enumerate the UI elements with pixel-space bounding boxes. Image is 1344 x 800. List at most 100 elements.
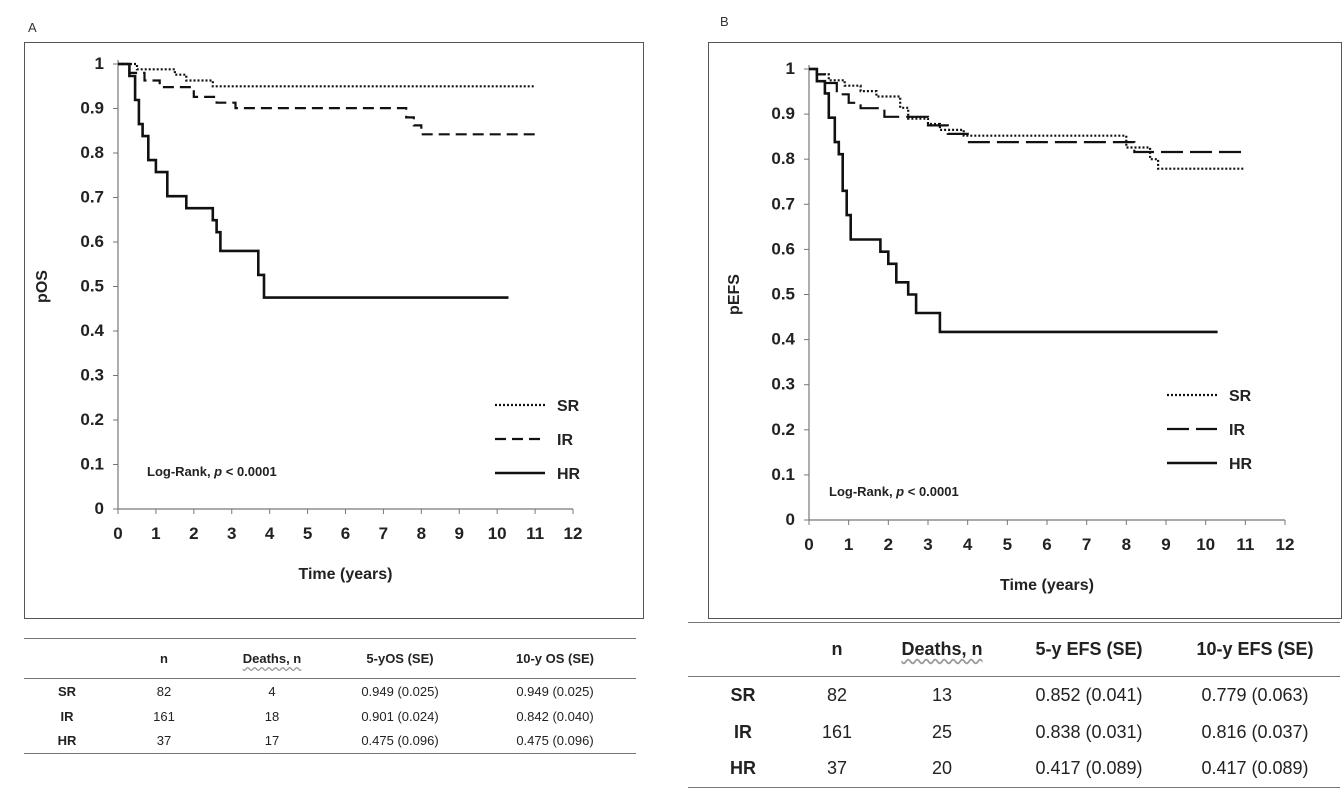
panel-a-summary-table: n Deaths, n 5-yOS (SE) 10-y OS (SE) SR 82… xyxy=(24,638,636,754)
table-b-cell: 20 xyxy=(931,758,953,779)
table-a-row-sr: SR 82 4 0.949 (0.025) 0.949 (0.025) xyxy=(24,679,636,704)
x-tick-label: 2 xyxy=(189,524,198,543)
x-axis-label: Time (years) xyxy=(1000,577,1094,594)
y-tick-label: 0.4 xyxy=(80,321,104,340)
y-tick-label: 1 xyxy=(95,54,104,73)
table-b-header-deaths: Deaths, n xyxy=(876,623,1008,677)
log-rank-annotation-part: < 0.0001 xyxy=(222,464,277,479)
y-tick-label: 0.4 xyxy=(771,330,795,349)
x-tick-label: 3 xyxy=(227,524,236,543)
log-rank-annotation-part: Log-Rank, xyxy=(829,484,896,499)
x-tick-label: 8 xyxy=(1122,535,1131,554)
table-b-cell: 13 xyxy=(931,684,953,705)
y-tick-label: 0.5 xyxy=(771,285,795,304)
x-tick-label: 7 xyxy=(379,524,388,543)
table-a-cell: IR xyxy=(60,708,74,724)
table-b-cell: 0.779 (0.063) xyxy=(1201,684,1309,705)
table-b-cell: IR xyxy=(734,721,752,742)
legend-sr-label: SR xyxy=(1229,388,1252,405)
table-b-header-5y: 5-y EFS (SE) xyxy=(1035,639,1143,659)
log-rank-annotation-part: p xyxy=(895,484,904,499)
x-tick-label: 0 xyxy=(804,535,813,554)
table-a-cell: 18 xyxy=(264,708,280,724)
table-b-header-deaths-text: Deaths, n xyxy=(901,639,983,659)
y-tick-label: 0.3 xyxy=(80,366,104,385)
y-tick-label: 0.3 xyxy=(771,375,795,394)
table-a-cell: HR xyxy=(57,733,77,749)
table-b-cell: 0.417 (0.089) xyxy=(1035,758,1143,779)
table-b-cell: 82 xyxy=(826,684,848,705)
y-tick-label: 0.1 xyxy=(80,455,104,474)
panel-a-chart-frame: 0 0.1 0.2 0.3 0.4 0.5 0.6 0.7 0.8 0.9 1 0 1 2 3 4 5 6 7 8 9 1… xyxy=(24,42,644,619)
table-a-header-deaths-text: Deaths, n xyxy=(242,651,302,666)
x-tick-label: 10 xyxy=(488,524,507,543)
log-rank-annotation-part: p xyxy=(213,464,222,479)
y-tick-label: 0 xyxy=(786,510,795,529)
x-axis-label: Time (years) xyxy=(299,566,393,583)
x-tick-label: 7 xyxy=(1082,535,1091,554)
table-b-header-n: n xyxy=(831,639,843,659)
x-tick-label: 9 xyxy=(1161,535,1170,554)
y-tick-label: 0.8 xyxy=(80,143,104,162)
panel-a-survival-chart: 00.10.20.30.40.50.60.70.80.910 1 2 3 4 5 6 7 8 9 1… xyxy=(34,54,582,583)
table-a-cell: 0.842 (0.040) xyxy=(516,708,594,724)
y-tick-label: 0.2 xyxy=(771,420,795,439)
y-tick-label: 0.6 xyxy=(80,232,104,251)
x-tick-label: 1 xyxy=(844,535,853,554)
table-b-cell: 0.816 (0.037) xyxy=(1201,721,1309,742)
table-b-cell: SR xyxy=(730,684,756,705)
table-a-cell: SR xyxy=(57,683,77,699)
y-tick-label: 1 xyxy=(786,59,795,78)
table-b-cell: 0.852 (0.041) xyxy=(1035,684,1143,705)
panel-b-chart-frame: 0 0.1 0.2 0.3 0.4 0.5 0.6 0.7 0.8 0.9 1 0 1 2 3 4 5 6 7 8 9 1… xyxy=(708,42,1342,619)
table-a-cell: 37 xyxy=(156,733,172,749)
table-b-row-hr: HR 37 20 0.417 (0.089) 0.417 (0.089) xyxy=(688,751,1340,788)
x-tick-label: 11 xyxy=(526,524,544,543)
table-a-cell: 4 xyxy=(268,683,276,699)
table-b-row-ir: IR 161 25 0.838 (0.031) 0.816 (0.037) xyxy=(688,714,1340,751)
table-b-row-sr: SR 82 13 0.852 (0.041) 0.779 (0.063) xyxy=(688,677,1340,714)
table-a-header-blank xyxy=(24,639,110,679)
x-tick-label: 4 xyxy=(963,535,973,554)
y-tick-label: 0.9 xyxy=(80,99,104,118)
table-b-cell: 0.417 (0.089) xyxy=(1201,758,1309,779)
x-tick-label: 5 xyxy=(303,524,312,543)
y-tick-label: 0.8 xyxy=(771,149,795,168)
x-tick-label: 1 xyxy=(151,524,160,543)
x-tick-label: 2 xyxy=(884,535,893,554)
panel-b-summary-table: n Deaths, n 5-y EFS (SE) 10-y EFS (SE) S… xyxy=(688,622,1340,788)
table-b-header-blank xyxy=(688,623,798,677)
table-a-cell: 0.475 (0.096) xyxy=(516,733,594,749)
series-sr-line xyxy=(118,62,536,88)
log-rank-annotation-part: < 0.0001 xyxy=(904,484,959,499)
table-b-header-10y: 10-y EFS (SE) xyxy=(1196,639,1314,659)
y-tick-label: 0 xyxy=(95,499,104,518)
log-rank-annotation: Log-Rank, p < 0.0001 xyxy=(147,464,277,479)
y-tick-label: 0.2 xyxy=(80,410,104,429)
series-ir-line xyxy=(118,62,536,136)
table-b-cell: 37 xyxy=(826,758,848,779)
table-a-row-hr: HR 37 17 0.475 (0.096) 0.475 (0.096) xyxy=(24,729,636,754)
table-a-cell: 161 xyxy=(153,708,175,724)
table-a-header-n: n xyxy=(160,651,168,666)
table-a-cell: 82 xyxy=(156,683,172,699)
legend-hr-label: HR xyxy=(1229,456,1253,473)
series-sr-line xyxy=(809,67,1246,170)
legend-hr-label: HR xyxy=(557,466,581,483)
series-hr-line xyxy=(118,62,509,299)
y-tick-label: 0.9 xyxy=(771,104,795,123)
table-b-cell: 25 xyxy=(931,721,953,742)
series-hr-line xyxy=(809,67,1218,334)
legend-sr-label: SR xyxy=(557,398,580,415)
table-a-cell: 0.475 (0.096) xyxy=(361,733,439,749)
legend-ir-label: IR xyxy=(1229,422,1245,439)
table-a-cell: 0.949 (0.025) xyxy=(361,683,439,699)
table-a-row-ir: IR 161 18 0.901 (0.024) 0.842 (0.040) xyxy=(24,704,636,729)
y-tick-label: 0.1 xyxy=(771,465,795,484)
x-tick-label: 6 xyxy=(1042,535,1051,554)
table-a-cell: 0.949 (0.025) xyxy=(516,683,594,699)
log-rank-annotation: Log-Rank, p < 0.0001 xyxy=(829,484,959,499)
x-tick-label: 0 xyxy=(113,524,122,543)
table-a-cell: 0.901 (0.024) xyxy=(361,708,439,724)
x-tick-label: 3 xyxy=(923,535,932,554)
